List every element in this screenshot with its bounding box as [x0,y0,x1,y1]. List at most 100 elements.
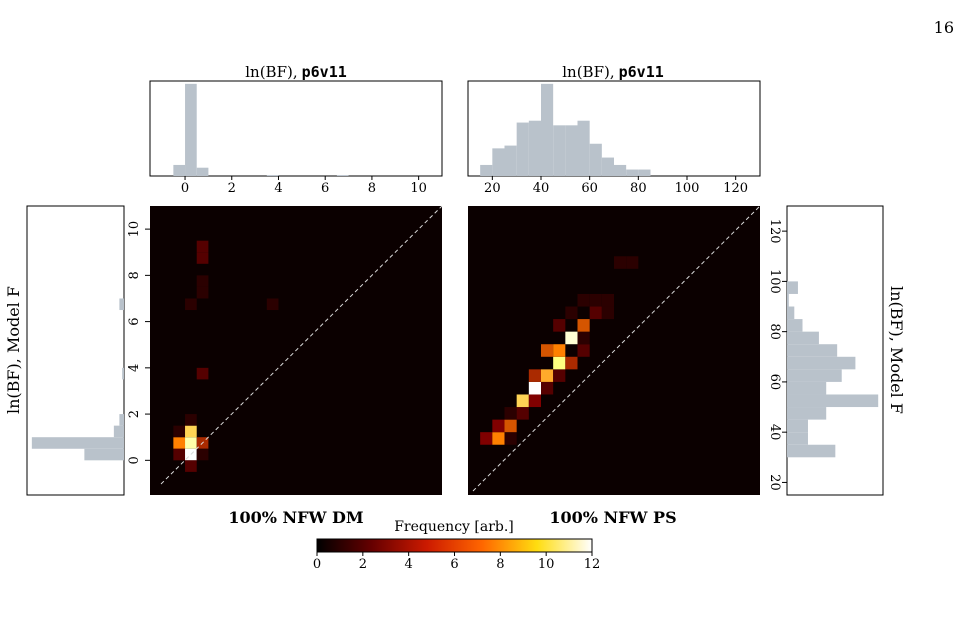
left-y-axis-label: ln(BF), Model F [4,286,23,414]
rhm-ytick-label: 100 [767,269,782,294]
lhm-cell [196,448,209,461]
rhm-cell [492,432,505,445]
rhm-cell [553,319,566,332]
rhm-cell [516,394,529,408]
rhm-cell [553,356,566,370]
colorbar: Frequency [arb.] 0 2 4 6 8 10 12 [313,519,600,572]
rhm-cell [541,344,554,357]
left-panel-title: 100% NFW DM [228,508,363,527]
tl-hist-tick-label: 4 [274,181,282,196]
rhm-cell [565,356,578,370]
rhm-ytick-label: 60 [767,374,782,391]
tr-hist-bar [589,143,602,176]
tl-hist-tick-label: 8 [368,181,376,196]
rhm-cell [589,293,602,307]
right-panel-title: 100% NFW PS [549,508,676,527]
right-side-histogram: ln(BF), Model F [786,205,906,496]
rhm-cell [601,293,614,307]
rs-hist-bar [787,381,827,395]
lhm-cell [185,460,197,472]
rhm-cell [541,369,554,382]
colorbar-tick-label: 4 [405,557,413,572]
tl-hist-bar [336,175,349,176]
rhm-cell [541,381,554,395]
lhm-cell [196,367,209,380]
colorbar-tick-label: 10 [538,557,555,572]
rs-hist-bar [787,344,838,357]
tr-hist-tick-label: 80 [630,181,647,196]
tl-hist-tick-label: 2 [228,181,236,196]
tl-hist-bar [185,83,197,176]
tr-hist-tick-label: 20 [484,181,501,196]
tr-hist-tick-label: 60 [581,181,598,196]
tl-hist-tick-label: 6 [321,181,329,196]
lhm-cell [173,425,186,438]
rs-hist-bar [787,394,879,408]
rhm-cell [528,381,541,395]
lhm-cell [196,240,209,253]
tr-hist-bar [516,122,529,176]
colorbar-label: Frequency [arb.] [394,519,514,535]
rhm-cell [553,344,566,357]
top-left-hist-frame [149,80,443,177]
lhm-cell [173,448,186,461]
rs-hist-bar [787,356,856,370]
rs-hist-bar [787,407,827,420]
rs-hist-bar [787,319,803,332]
colorbar-gradient [316,538,593,553]
tr-hist-bar [541,83,554,176]
rhm-cell [565,306,578,320]
ls-hist-bar [119,298,124,311]
lhm-cell [185,425,197,438]
lhm-ytick-label: 2 [127,410,142,418]
rhm-ytick-label: 80 [767,323,782,340]
top-left-hist-title: ln(BF), p6v11 [245,63,347,81]
tr-hist-bar [480,164,493,176]
tl-hist-tick-label: 10 [410,181,427,196]
rhm-ytick-label: 40 [767,424,782,441]
lhm-cell [266,298,279,311]
rhm-cell [492,419,505,433]
tr-hist-tick-label: 40 [533,181,550,196]
rhm-cell [565,331,578,345]
rhm-ytick-label: 20 [767,474,782,491]
tr-hist-bar [565,125,578,176]
tr-hist-bar [638,169,651,176]
rhm-cell [528,369,541,382]
lhm-cell [196,252,209,264]
rhm-cell [577,293,590,307]
colorbar-tick-label: 12 [584,557,601,572]
top-left-histogram: ln(BF), p6v11 0 2 4 6 8 10 [149,63,443,196]
lhm-ytick-label: 8 [127,271,142,279]
rs-hist-bar [787,369,842,382]
colorbar-tick-label: 2 [359,557,367,572]
rs-hist-bar [787,293,789,307]
rhm-cell [516,407,529,420]
left-heatmap-diagonal [160,205,443,485]
rhm-cell [577,331,590,345]
lhm-ytick-label: 0 [127,456,142,464]
tl-hist-bar [266,175,279,176]
left-side-hist-frame [26,205,125,496]
page-number: 16 [933,18,954,37]
tr-hist-bar [553,125,566,176]
tl-hist-tick-label: 0 [181,181,189,196]
rhm-cell [504,419,517,433]
tr-hist-bar [528,120,541,176]
rhm-cell [504,407,517,420]
rhm-cell [601,306,614,320]
rhm-cell [504,432,517,445]
rhm-cell [528,394,541,408]
lhm-cell [185,414,197,426]
rs-hist-bar [787,432,808,445]
right-y-axis-label: ln(BF), Model F [887,286,906,414]
tr-hist-tick-label: 120 [723,181,748,196]
rs-hist-bar [787,331,819,345]
right-heatmap: 20 40 60 80 100 120 100% NFW PS [468,206,787,527]
rhm-cell [577,319,590,332]
tr-hist-bar [601,157,614,176]
tr-hist-bar [492,148,505,176]
rs-hist-bar [787,281,798,294]
rhm-cell [553,369,566,382]
